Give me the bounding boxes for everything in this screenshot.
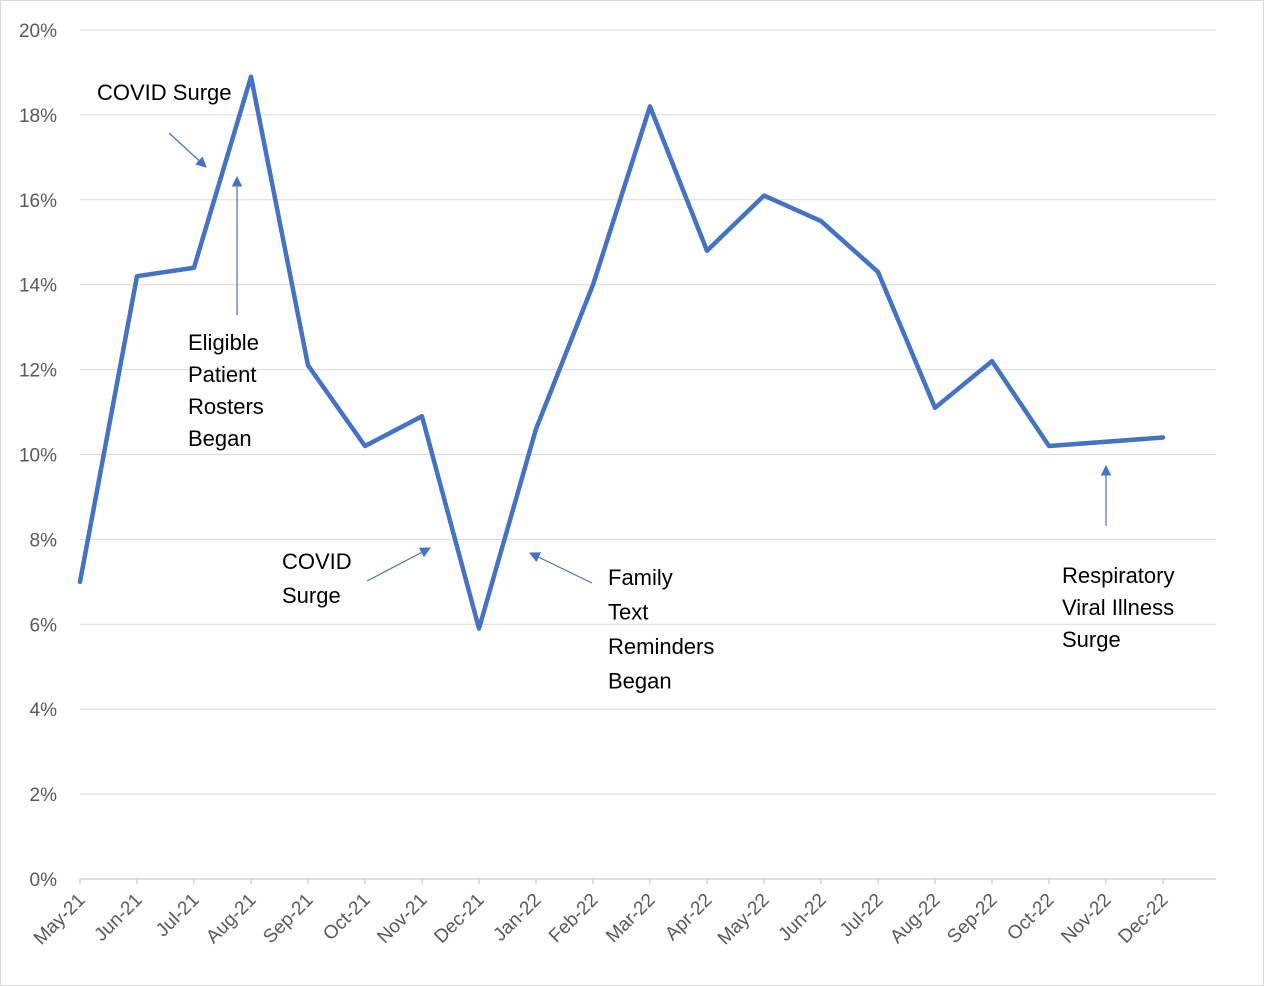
data-point xyxy=(478,628,480,630)
annotation-family-text: Family Text Reminders Began xyxy=(608,565,714,694)
y-tick-label: 2% xyxy=(30,785,58,806)
data-point xyxy=(763,195,765,197)
data-point xyxy=(364,445,366,447)
y-tick-label: 0% xyxy=(30,870,58,891)
x-tick-label: Feb-22 xyxy=(545,890,602,947)
x-tick-label: Nov-21 xyxy=(373,890,431,948)
x-tick-label: Jun-22 xyxy=(775,890,831,946)
data-point xyxy=(877,271,879,273)
annotation-line: Reminders xyxy=(608,634,714,659)
y-tick-label: 16% xyxy=(19,191,57,212)
data-point xyxy=(991,360,993,362)
x-tick-label: Dec-21 xyxy=(430,890,488,948)
annotation-line: COVID Surge xyxy=(97,80,232,105)
annotation-line: Surge xyxy=(282,583,341,608)
annotation-line: Family xyxy=(608,565,673,590)
y-tick-label: 8% xyxy=(30,530,58,551)
x-tick-label: Oct-22 xyxy=(1003,890,1058,945)
annotation-line: Began xyxy=(188,426,252,451)
data-point xyxy=(136,275,138,277)
arrow-covid-surge-2 xyxy=(366,547,431,582)
y-tick-label: 6% xyxy=(30,615,58,636)
y-tick-label: 20% xyxy=(19,21,57,42)
x-tick-label: Jan-22 xyxy=(490,890,546,946)
x-tick-label: Jul-22 xyxy=(836,890,887,941)
data-point xyxy=(1162,437,1164,439)
data-point xyxy=(934,407,936,409)
annotation-covid-surge-2: COVID Surge xyxy=(282,549,352,608)
annotation-respiratory: Respiratory Viral Illness Surge xyxy=(1062,563,1174,652)
y-tick-label: 12% xyxy=(19,361,57,382)
y-tick-label: 4% xyxy=(30,700,58,721)
data-point xyxy=(535,428,537,430)
data-point xyxy=(307,364,309,366)
annotation-line: Surge xyxy=(1062,627,1121,652)
x-tick-label: Jun-21 xyxy=(91,890,147,946)
y-tick-label: 10% xyxy=(19,446,57,467)
annotation-line: COVID xyxy=(282,549,352,574)
x-tick-label: Sep-22 xyxy=(943,890,1001,948)
x-tick-label: Aug-22 xyxy=(886,890,944,948)
annotation-eligible-rosters: Eligible Patient Rosters Began xyxy=(188,330,264,451)
annotation-line: Respiratory xyxy=(1062,563,1174,588)
data-point xyxy=(193,267,195,269)
x-tick-label: May-22 xyxy=(714,890,774,950)
annotation-arrows xyxy=(168,132,1112,584)
annotation-line: Viral Illness xyxy=(1062,595,1174,620)
data-point xyxy=(820,220,822,222)
y-axis: 0% 2% 4% 6% 8% 10% 12% 14% 16% 18% 20% xyxy=(19,21,57,891)
series-area xyxy=(77,74,1166,631)
x-tick-label: Sep-21 xyxy=(259,890,317,948)
annotation-line: Patient xyxy=(188,362,257,387)
y-tick-label: 18% xyxy=(19,106,57,127)
x-tick-label: Apr-22 xyxy=(661,890,716,945)
annotations: COVID Surge Eligible Patient Rosters Began CO… xyxy=(97,80,1174,694)
data-point xyxy=(706,250,708,252)
data-point xyxy=(250,76,252,78)
annotation-covid-surge-1: COVID Surge xyxy=(97,80,232,105)
x-tick-label: Jul-21 xyxy=(152,890,203,941)
gridlines xyxy=(80,29,1216,880)
annotation-line: Text xyxy=(608,600,648,625)
x-tick-label: Oct-21 xyxy=(319,890,374,945)
x-tick-label: Dec-22 xyxy=(1114,890,1172,948)
arrow-covid-surge-1 xyxy=(168,132,207,168)
data-point xyxy=(1048,445,1050,447)
y-tick-label: 14% xyxy=(19,276,57,297)
data-point xyxy=(649,105,651,107)
data-point xyxy=(592,284,594,286)
x-tick-label: Nov-22 xyxy=(1057,890,1115,948)
data-point xyxy=(421,415,423,417)
annotation-line: Began xyxy=(608,669,672,694)
annotation-line: Eligible xyxy=(188,330,259,355)
x-tick-label: Mar-22 xyxy=(602,890,659,947)
annotation-line: Rosters xyxy=(188,394,264,419)
arrow-family-text xyxy=(529,552,593,584)
x-tick-label: Aug-21 xyxy=(202,890,260,948)
data-point xyxy=(79,581,81,583)
x-tick-label: May-21 xyxy=(30,890,90,950)
